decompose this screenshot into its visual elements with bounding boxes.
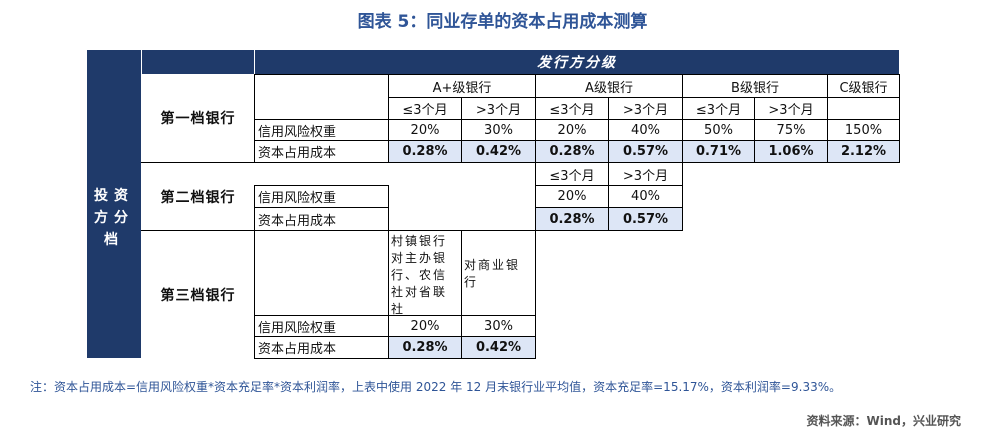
group-a-plus: A+级银行	[388, 74, 536, 98]
term-gt3m: >3个月	[754, 97, 828, 120]
risk-value: 30%	[461, 119, 536, 141]
header-divider	[254, 50, 255, 74]
header-band	[87, 50, 899, 74]
group-a: A级银行	[535, 74, 683, 98]
term-gt3m: >3个月	[608, 162, 683, 186]
row-label-cost: 资本占用成本	[254, 207, 389, 231]
cost-value: 0.28%	[388, 336, 462, 359]
tier2-label: 第二档银行	[160, 189, 236, 206]
issuer-tier-header: 发行方分级	[537, 55, 617, 71]
cost-value: 0.71%	[682, 140, 755, 163]
tier1-blank	[254, 74, 389, 120]
risk-value: 30%	[461, 315, 536, 337]
group-b: B级银行	[682, 74, 828, 98]
term-blank	[827, 97, 900, 120]
cost-value: 0.42%	[461, 336, 536, 359]
cost-value: 0.42%	[461, 140, 536, 163]
row-label-risk: 信用风险权重	[254, 315, 389, 337]
tier3-col2-header: 对商业银行	[461, 230, 536, 316]
risk-value: 75%	[754, 119, 828, 141]
row-label-risk: 信用风险权重	[254, 119, 389, 141]
group-c: C级银行	[827, 74, 900, 98]
risk-value: 20%	[535, 185, 609, 208]
risk-value: 50%	[682, 119, 755, 141]
cost-value: 0.28%	[535, 140, 609, 163]
term-gt3m: >3个月	[608, 97, 683, 120]
row-label-risk: 信用风险权重	[254, 185, 389, 208]
term-le3m: ≤3个月	[682, 97, 755, 120]
tier3-blank	[254, 230, 389, 316]
risk-value: 40%	[608, 119, 683, 141]
row-label-cost: 资本占用成本	[254, 140, 389, 163]
tier3-col1-header: 村镇银行对主办银行、农信社对省联社	[388, 230, 462, 316]
cost-value: 0.57%	[608, 207, 683, 231]
term-le3m: ≤3个月	[535, 97, 609, 120]
source-line: 资料来源：Wind，兴业研究	[806, 414, 961, 428]
term-le3m: ≤3个月	[388, 97, 462, 120]
cost-value: 1.06%	[754, 140, 828, 163]
tier3-label: 第三档银行	[160, 287, 236, 304]
cost-value: 0.57%	[608, 140, 683, 163]
row-label-cost: 资本占用成本	[254, 336, 389, 359]
risk-value: 20%	[388, 315, 462, 337]
cost-value: 0.28%	[535, 207, 609, 231]
investor-tier-column	[87, 74, 141, 358]
tier1-label: 第一档银行	[160, 111, 236, 127]
footnote: 注：资本占用成本=信用风险权重*资本充足率*资本利润率，上表中使用 2022 年…	[30, 380, 842, 394]
term-gt3m: >3个月	[461, 97, 536, 120]
cost-value: 0.28%	[388, 140, 462, 163]
figure-title: 图表 5：同业存单的资本占用成本测算	[357, 12, 648, 32]
risk-value: 20%	[388, 119, 462, 141]
investor-tier-label: 投资方分档	[94, 188, 134, 248]
risk-value: 20%	[535, 119, 609, 141]
header-divider	[141, 50, 142, 74]
cost-value: 2.12%	[827, 140, 900, 163]
risk-value: 150%	[827, 119, 900, 141]
risk-value: 40%	[608, 185, 683, 208]
term-le3m: ≤3个月	[535, 162, 609, 186]
